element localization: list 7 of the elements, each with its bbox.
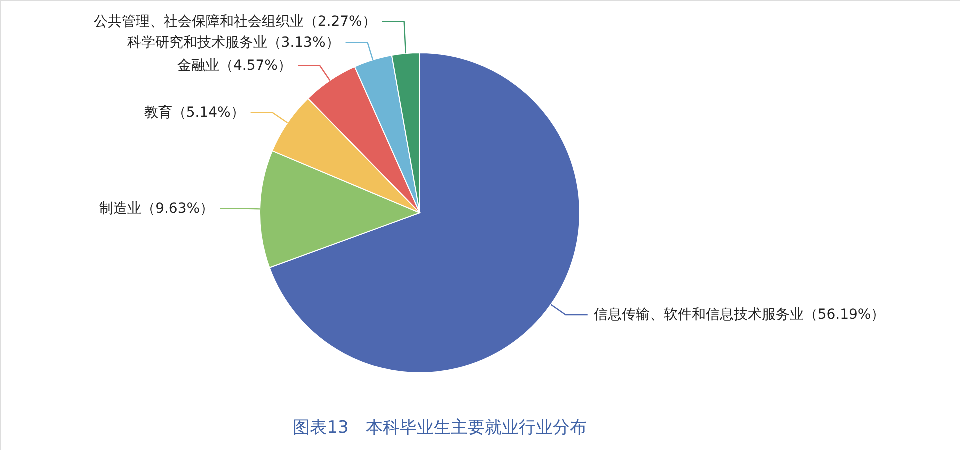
slice-label: 信息传输、软件和信息技术服务业（56.19%） (594, 307, 886, 324)
slice-label: 教育（5.14%） (144, 104, 245, 121)
slice-label: 公共管理、社会保障和社会组织业（2.27%） (94, 14, 376, 30)
text: 图表13 本科毕业生主要就业行业分布 (293, 418, 587, 438)
slice-label: 金融业（4.57%） (178, 58, 292, 74)
slice-label: 制造业（9.63%） (100, 200, 214, 217)
slice-label: 科学研究和技术服务业（3.13%） (127, 34, 340, 51)
